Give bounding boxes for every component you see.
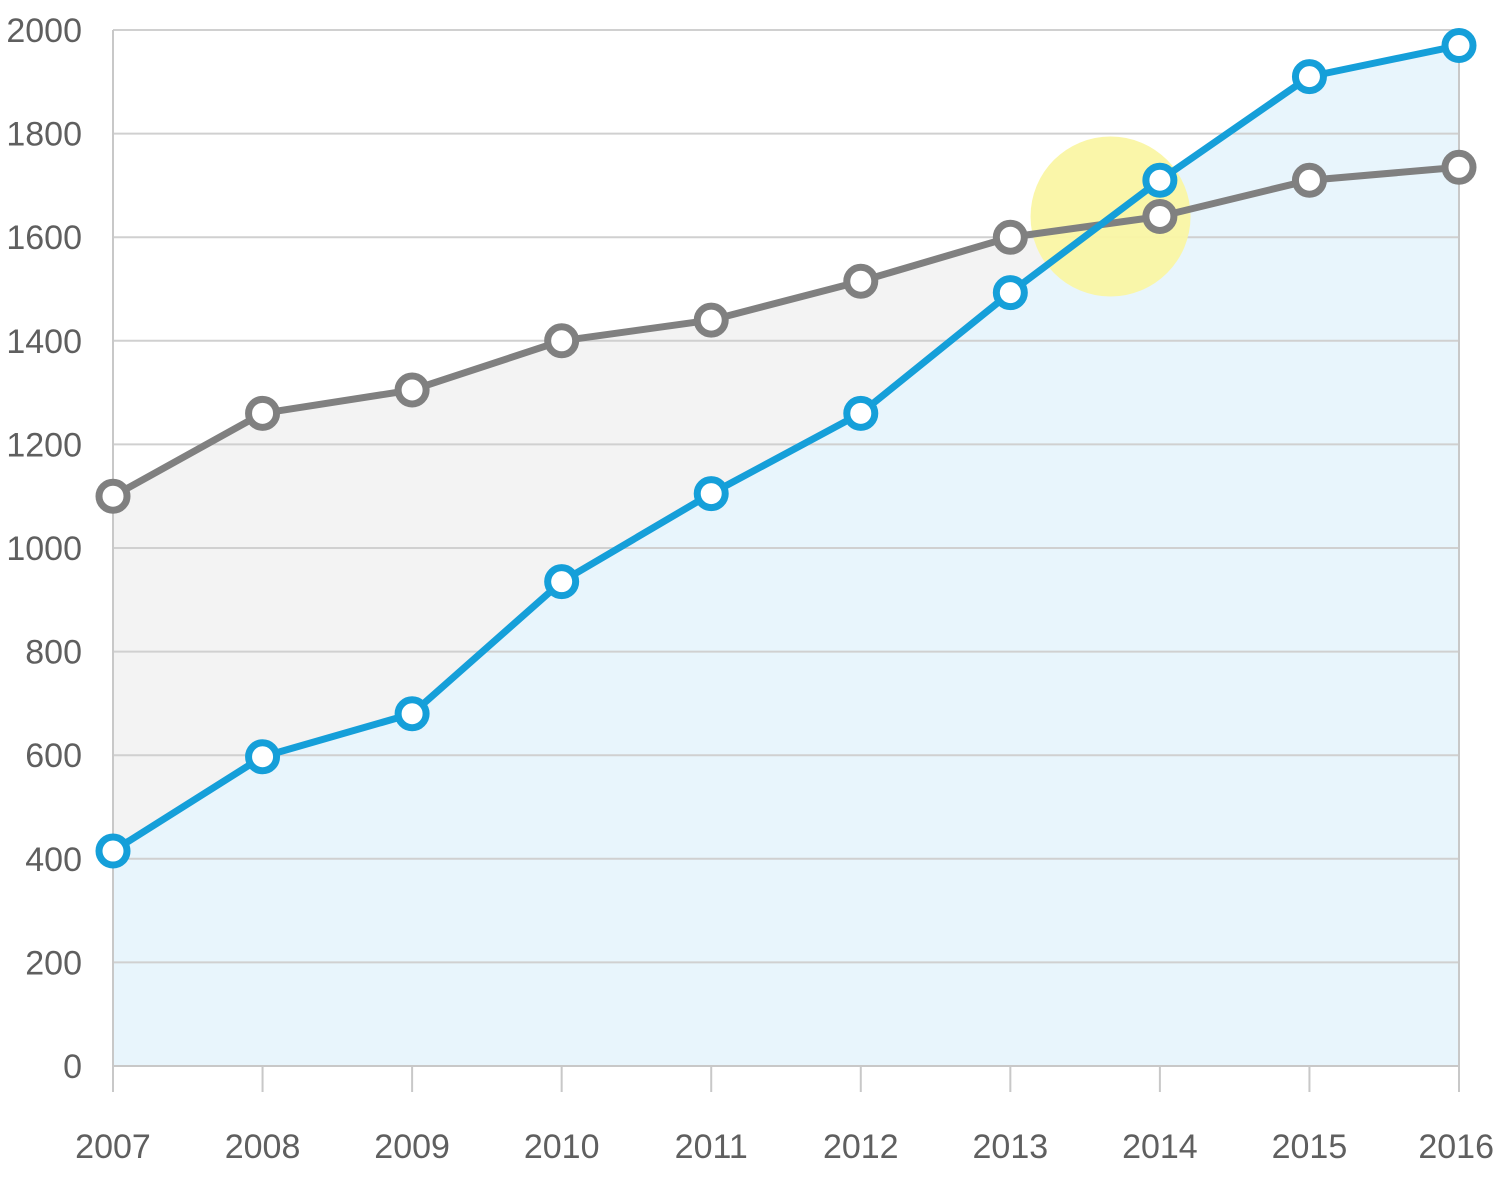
y-tick-label: 2000 [6, 12, 82, 50]
series-lines [109, 42, 1463, 855]
x-tick-label: 2015 [1272, 1128, 1348, 1166]
series-1-point-2016 [1441, 149, 1477, 185]
series-2-point-2007 [95, 833, 131, 869]
axes [112, 30, 1460, 1092]
series-1-point-2008 [245, 395, 281, 431]
x-tick-label: 2009 [374, 1128, 450, 1166]
series-2-point-2012 [843, 395, 879, 431]
series-2-point-2015 [1291, 59, 1327, 95]
x-tick-label: 2014 [1122, 1128, 1198, 1166]
series-1-point-2007 [95, 478, 131, 514]
series-1-point-2009 [394, 372, 430, 408]
gridlines [113, 29, 1459, 964]
series-1-point-2015 [1291, 162, 1327, 198]
y-tick-label: 1000 [6, 530, 82, 568]
y-tick-label: 1600 [6, 219, 82, 257]
series-2-point-2009 [394, 696, 430, 732]
series-1-point-2013 [992, 219, 1028, 255]
x-tick-label: 2013 [973, 1128, 1049, 1166]
series-2-point-2008 [245, 739, 281, 775]
tick-labels: 0 200 400 600 800 1000 1200 1400 1600 1800 2000 200… [6, 12, 1494, 1166]
x-tick-label: 2008 [225, 1128, 301, 1166]
x-tick-label: 2012 [823, 1128, 899, 1166]
series-1-point-2011 [693, 302, 729, 338]
series-2-point-2013 [992, 275, 1028, 311]
y-tick-label: 200 [25, 944, 82, 982]
series-1-point-2012 [843, 263, 879, 299]
y-tick-label: 1800 [6, 116, 82, 154]
y-tick-label: 400 [25, 841, 82, 879]
y-tick-label: 1400 [6, 323, 82, 361]
series-2-point-2014 [1142, 162, 1178, 198]
y-tick-label: 0 [63, 1048, 82, 1086]
series-line-1 [109, 163, 1463, 500]
area-fills [113, 45, 1459, 1067]
series-line-2 [109, 42, 1463, 855]
area-fill-series-2 [113, 45, 1459, 1067]
series-2-point-2016 [1441, 28, 1477, 64]
y-tick-label: 600 [25, 737, 82, 775]
x-tick-label: 2016 [1418, 1128, 1494, 1166]
x-tick-label: 2011 [675, 1128, 748, 1166]
series-1-point-2014 [1142, 198, 1178, 234]
x-tick-label: 2007 [75, 1128, 151, 1166]
series-2-point-2011 [693, 476, 729, 512]
series-1-point-2010 [544, 323, 580, 359]
series-points [95, 28, 1477, 869]
y-tick-label: 1200 [6, 426, 82, 464]
series-2-point-2010 [544, 564, 580, 600]
x-tick-label: 2010 [524, 1128, 600, 1166]
y-tick-label: 800 [25, 634, 82, 672]
